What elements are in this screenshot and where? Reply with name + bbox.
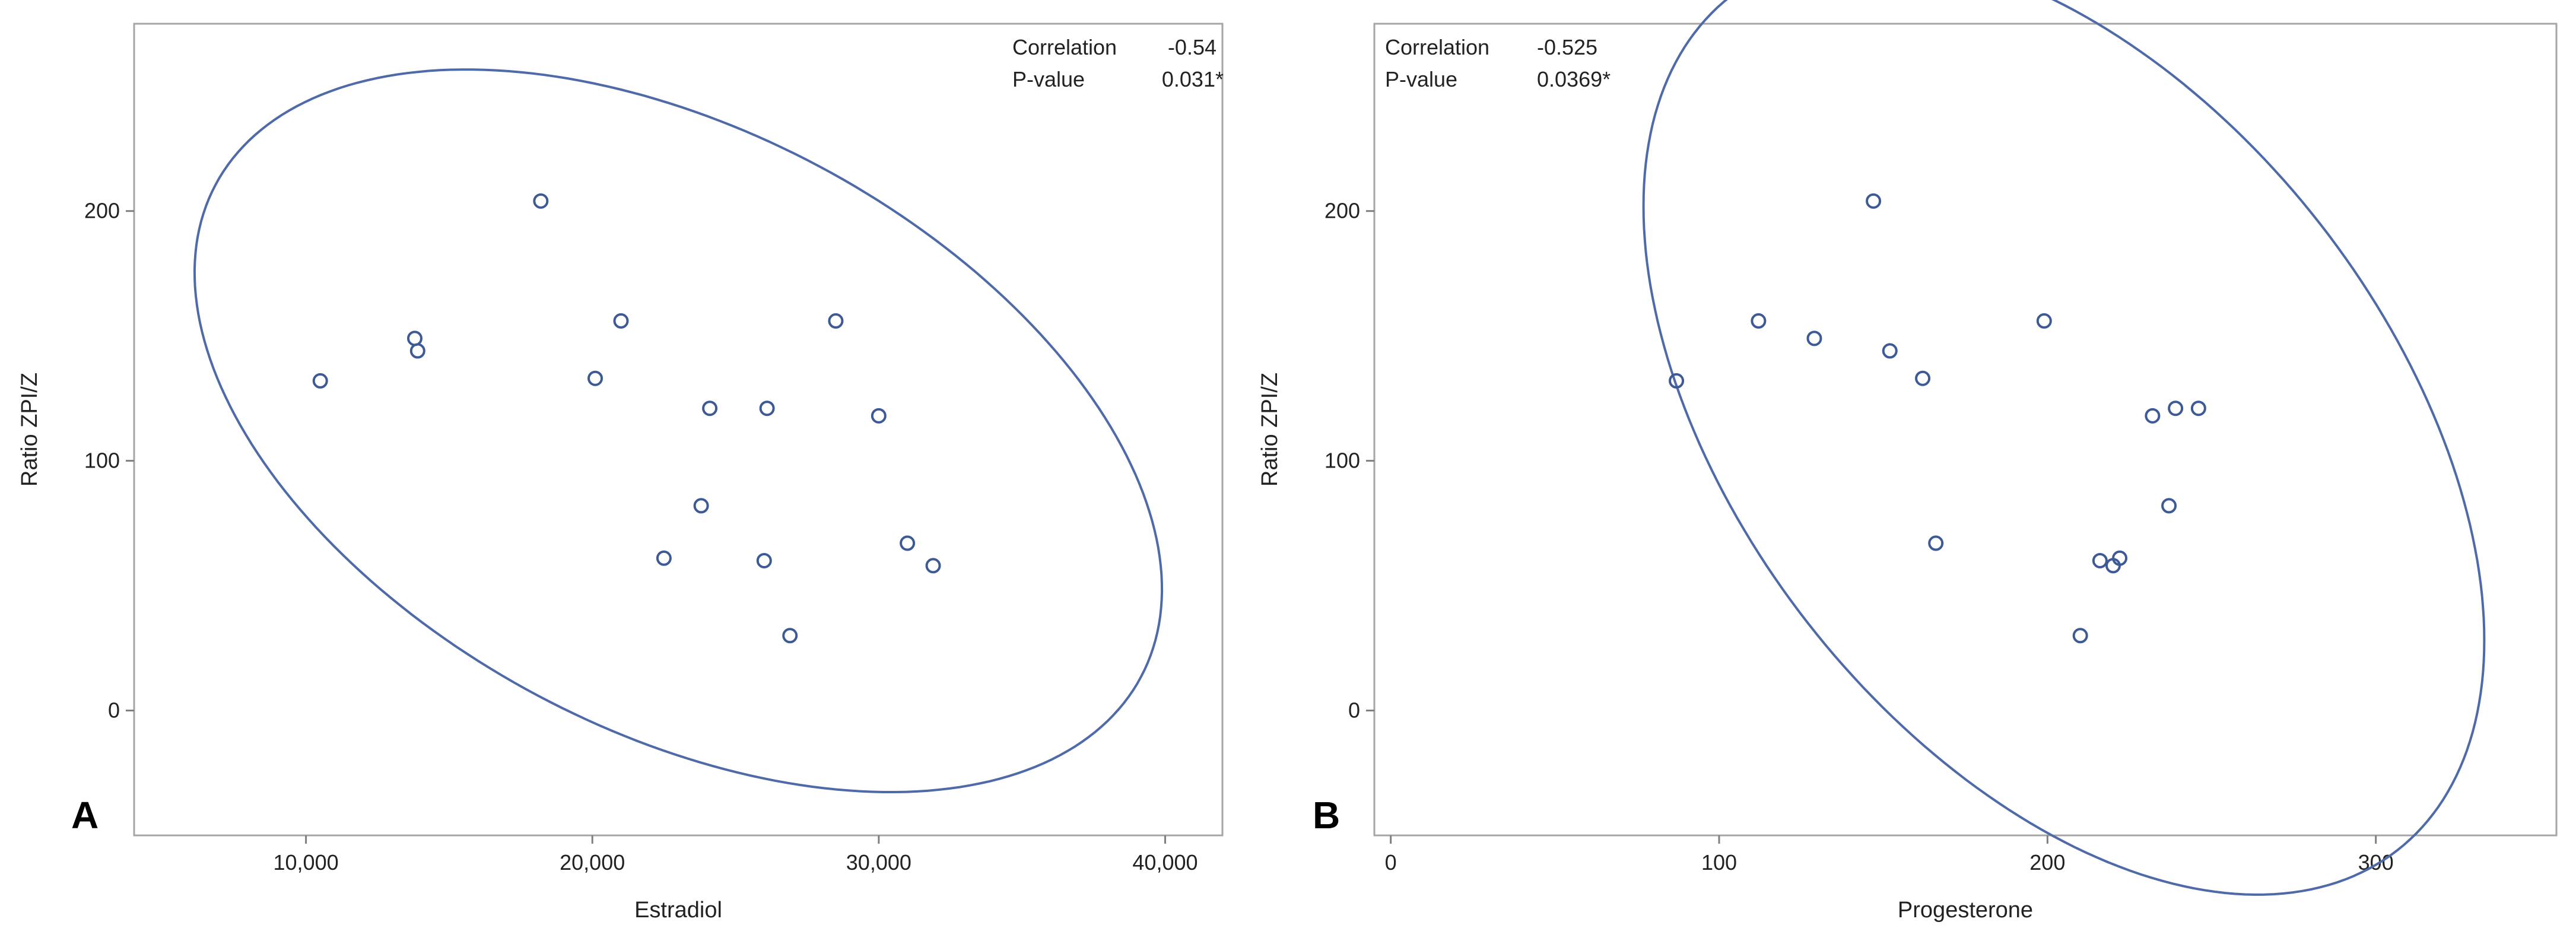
x-tick-label: 200 [2029, 850, 2065, 875]
points-layer-b [1669, 193, 2206, 644]
y-ticks-a: 0 100 200 [84, 199, 134, 723]
y-axis-label-b: Ratio ZPI/Z [1257, 373, 1282, 487]
x-tick-label: 20,000 [560, 850, 625, 875]
data-point [702, 400, 718, 417]
plot-frame-a [133, 23, 1224, 837]
x-ticks-a: 10,000 20,000 30,000 40,000 [274, 835, 1198, 875]
data-point [693, 498, 709, 514]
data-point [2036, 313, 2052, 329]
data-point [613, 313, 629, 329]
panel-label-b: B [1313, 794, 1340, 837]
prediction-ellipse [193, 68, 1164, 793]
x-axis-label-a: Estradiol [634, 898, 722, 923]
data-point [312, 373, 328, 389]
data-point [406, 330, 423, 346]
data-point [1751, 313, 1767, 329]
y-tick-label: 0 [108, 698, 120, 723]
data-point [782, 628, 798, 644]
correlation-label-a: Correlation [1012, 35, 1117, 59]
pvalue-value-b: 0.0369* [1537, 67, 1611, 91]
ellipse-layer-a [193, 68, 1164, 793]
data-point [756, 552, 772, 568]
data-point [900, 535, 916, 551]
data-point [1866, 193, 1882, 209]
data-point [587, 370, 603, 386]
data-point [533, 193, 549, 209]
data-point [2161, 498, 2177, 514]
y-tick-label: 200 [1324, 199, 1360, 223]
data-point [925, 558, 941, 574]
plot-frame-b [1373, 23, 2558, 837]
data-point [1669, 373, 1685, 389]
ellipse-layer-b [1642, 0, 2486, 896]
data-point [2145, 408, 2161, 424]
prediction-ellipse [1642, 0, 2486, 896]
pvalue-label-a: P-value [1012, 67, 1085, 91]
data-point [1928, 535, 1944, 551]
x-tick-label: 100 [1701, 850, 1737, 875]
y-tick-label: 200 [84, 199, 120, 223]
data-point [2092, 552, 2108, 568]
y-ticks-b: 0 100 200 [1324, 199, 1374, 723]
pvalue-value-a: 0.031* [1162, 67, 1224, 91]
data-point [828, 313, 844, 329]
data-point [2168, 400, 2184, 417]
y-axis-label-a: Ratio ZPI/Z [17, 373, 42, 487]
x-tick-label: 30,000 [846, 850, 911, 875]
correlation-value-a: -0.54 [1168, 35, 1216, 59]
data-point [1806, 330, 1822, 346]
x-tick-label: 0 [1385, 850, 1397, 875]
data-point [656, 550, 672, 566]
panel-a: 10,000 20,000 30,000 40,000 0 100 200 Estradi… [17, 23, 1224, 923]
x-tick-label: 40,000 [1132, 850, 1198, 875]
data-point [871, 408, 887, 424]
panel-label-a: A [71, 794, 99, 837]
data-point [759, 400, 775, 417]
y-tick-label: 100 [1324, 449, 1360, 473]
y-tick-label: 0 [1348, 698, 1360, 723]
correlation-label-b: Correlation [1385, 35, 1489, 59]
x-ticks-b: 0 100 200 300 [1385, 835, 2394, 875]
data-point [409, 343, 425, 359]
correlation-value-b: -0.525 [1537, 35, 1597, 59]
pvalue-label-b: P-value [1385, 67, 1457, 91]
y-tick-label: 100 [84, 449, 120, 473]
data-point [2072, 628, 2088, 644]
data-point [1882, 343, 1898, 359]
data-point [2112, 550, 2128, 566]
x-axis-label-b: Progesterone [1898, 898, 2033, 923]
data-point [1915, 370, 1931, 386]
data-point [2190, 400, 2206, 417]
x-tick-label: 10,000 [274, 850, 339, 875]
points-layer-a [312, 193, 941, 644]
